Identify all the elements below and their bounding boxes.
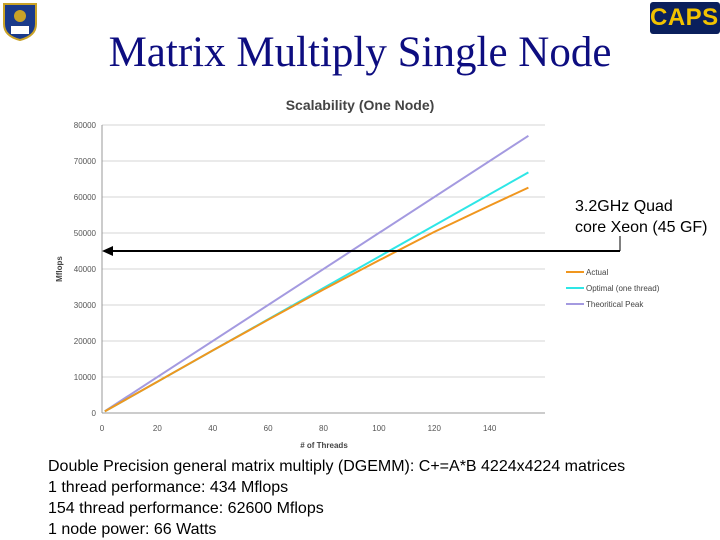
footer-line: 154 thread performance: 62600 Mflops: [48, 500, 324, 517]
annotation-arrowhead: [102, 246, 113, 256]
x-tick-label: 80: [319, 424, 328, 433]
footer-line: 1 node power: 66 Watts: [48, 521, 217, 538]
callout-line: 3.2GHz Quad: [575, 198, 673, 215]
callout-line: core Xeon (45 GF): [575, 219, 708, 236]
y-tick-label: 30000: [74, 301, 97, 310]
legend-label: Actual: [586, 268, 608, 277]
footer-line: Double Precision general matrix multiply…: [48, 458, 626, 475]
x-axis-label: # of Threads: [300, 441, 348, 450]
series-line: [104, 186, 529, 413]
university-seal-logo: [3, 3, 37, 42]
y-tick-label: 0: [92, 409, 97, 418]
series-line: [104, 134, 529, 413]
slide-title: Matrix Multiply Single Node: [108, 29, 612, 76]
y-tick-label: 70000: [74, 157, 97, 166]
footer-line: 1 thread performance: 434 Mflops: [48, 479, 289, 496]
capsl-logo: CAPSL: [650, 2, 720, 34]
y-tick-label: 10000: [74, 373, 97, 382]
y-axis-label: Mflops: [55, 256, 64, 282]
y-tick-label: 40000: [74, 265, 97, 274]
x-tick-label: 0: [100, 424, 105, 433]
y-tick-label: 80000: [74, 121, 97, 130]
legend-label: Theoritical Peak: [586, 300, 644, 309]
x-tick-label: 20: [153, 424, 162, 433]
processor-callout: 3.2GHz Quad core Xeon (45 GF): [575, 196, 720, 238]
y-tick-label: 20000: [74, 337, 97, 346]
footer-notes: Double Precision general matrix multiply…: [48, 456, 625, 540]
x-tick-label: 100: [372, 424, 386, 433]
y-tick-label: 60000: [74, 193, 97, 202]
x-tick-label: 120: [428, 424, 442, 433]
chart-title: Scalability (One Node): [286, 97, 435, 113]
x-tick-label: 40: [208, 424, 217, 433]
x-tick-label: 140: [483, 424, 497, 433]
y-tick-label: 50000: [74, 229, 97, 238]
legend-label: Optimal (one thread): [586, 284, 660, 293]
x-tick-label: 60: [264, 424, 273, 433]
